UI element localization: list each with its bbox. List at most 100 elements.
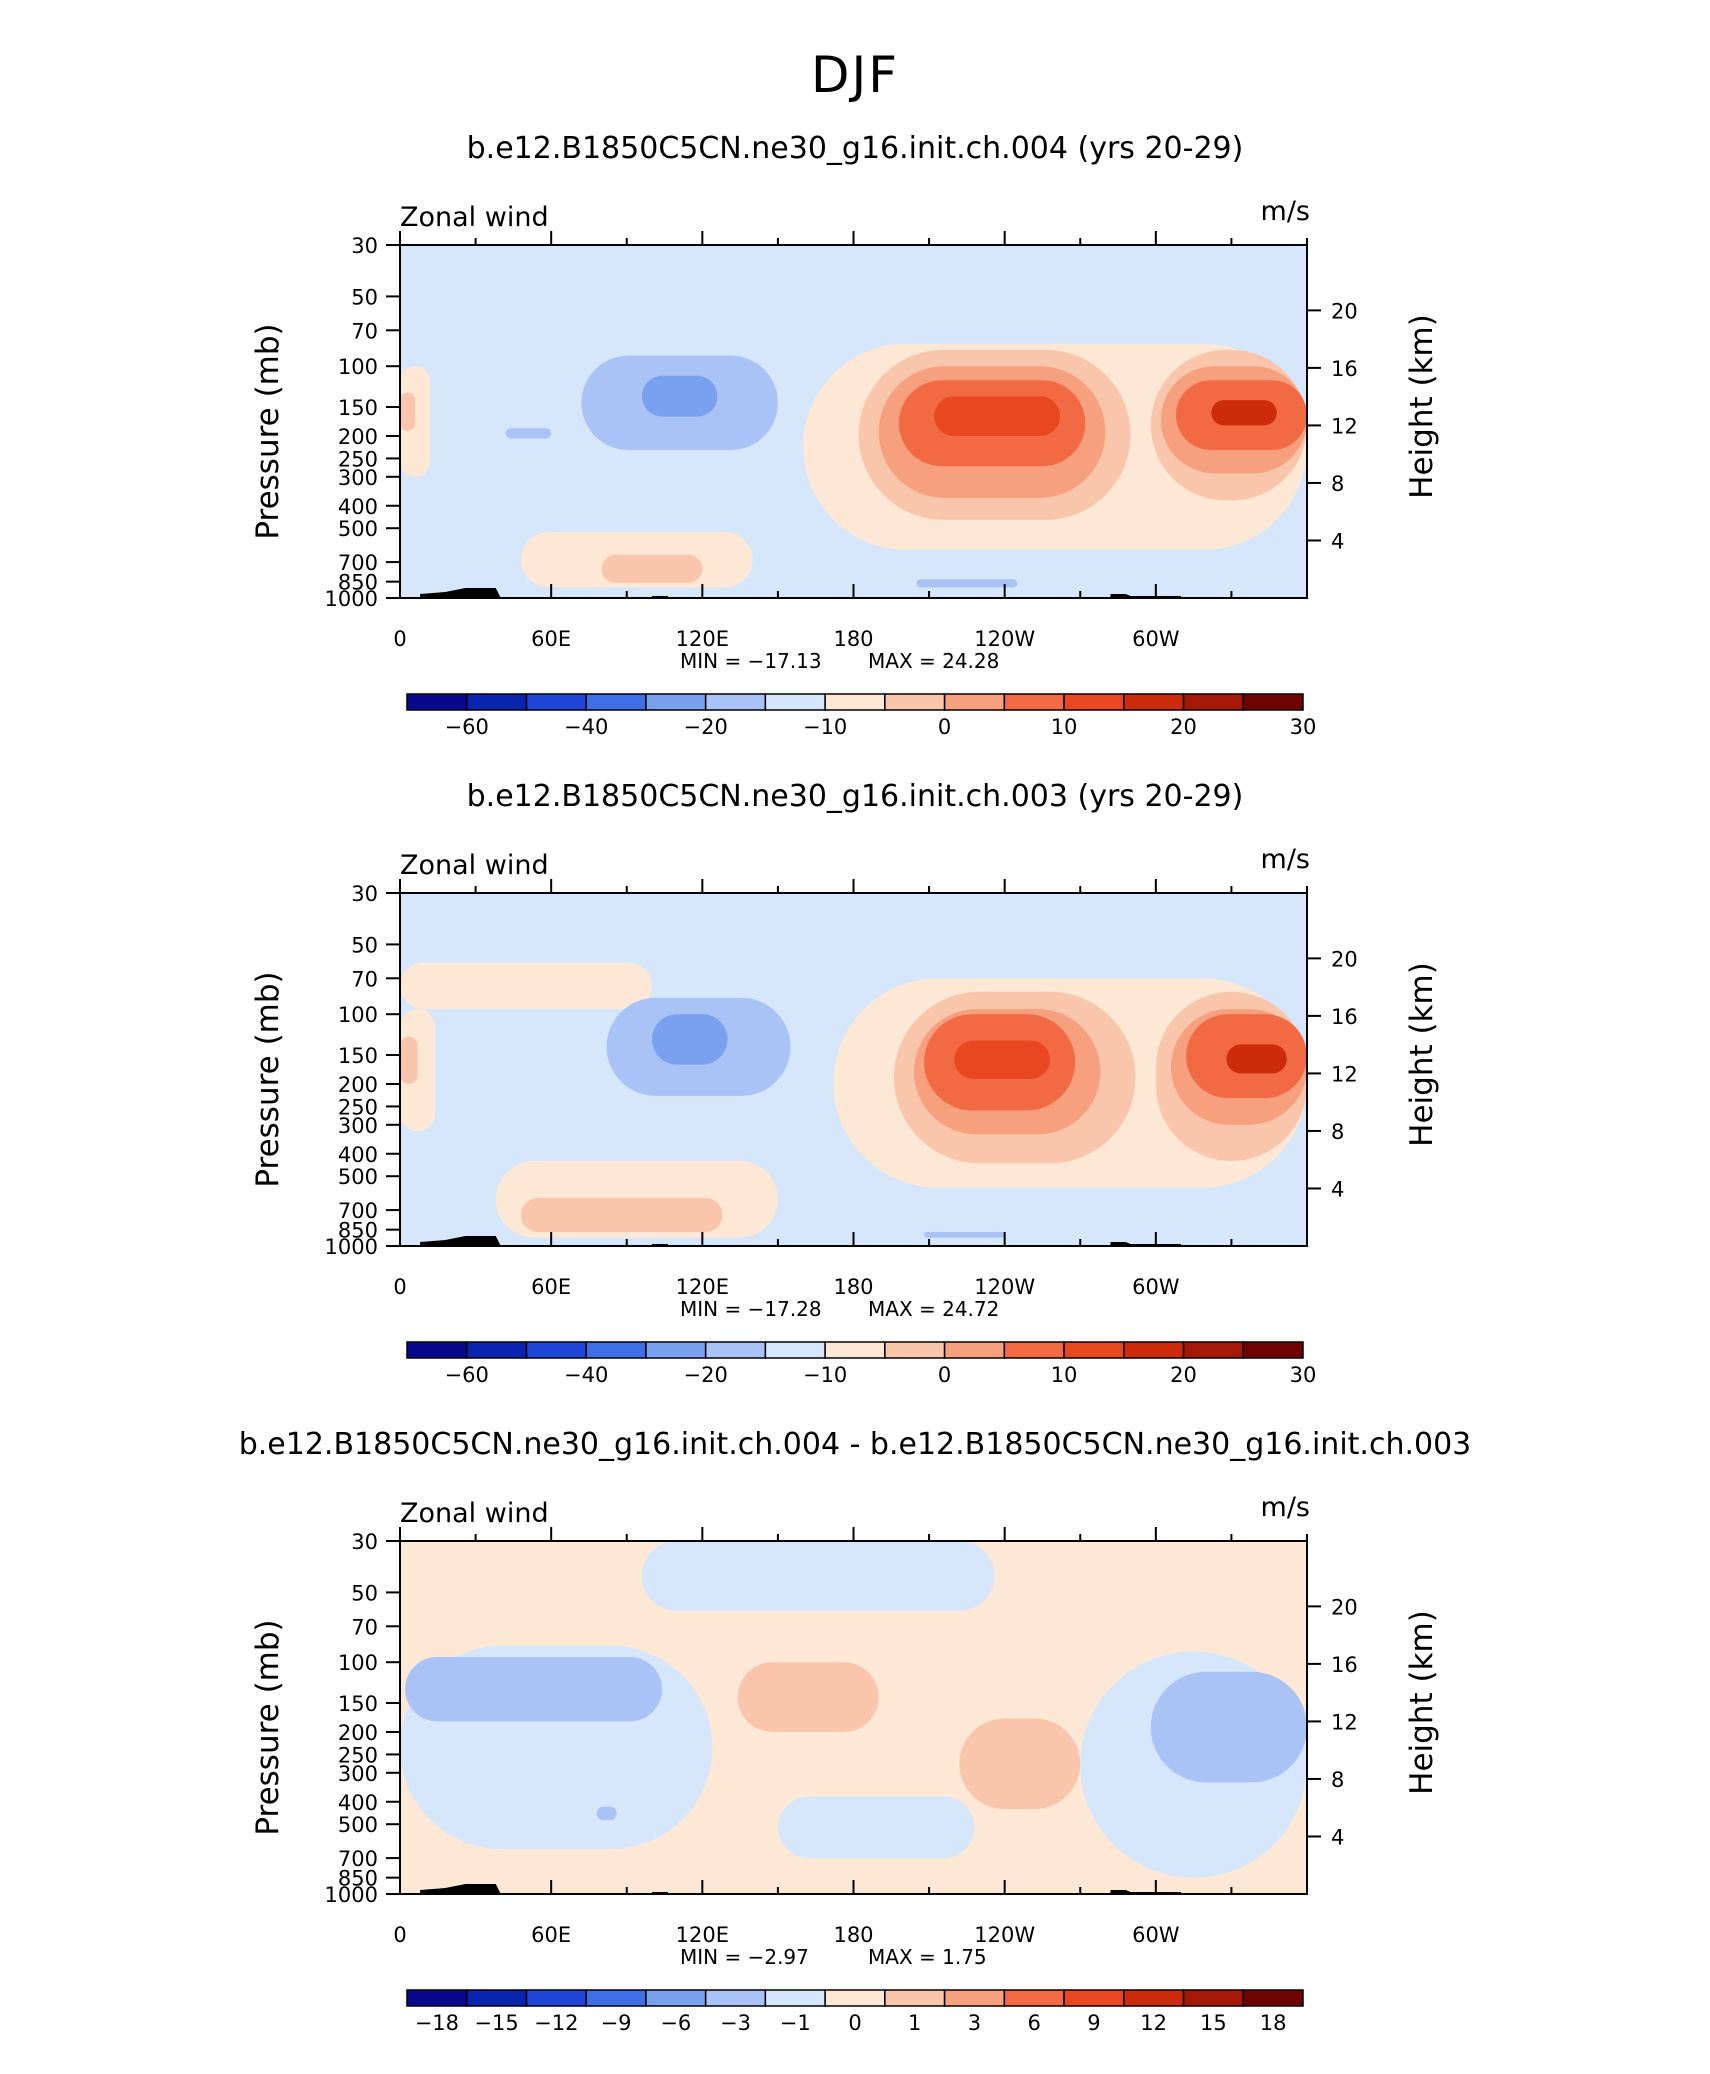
y-tick-label: 200 bbox=[338, 1073, 378, 1097]
colorbar-box bbox=[1063, 1989, 1125, 2007]
y-tick-label: 70 bbox=[351, 1615, 378, 1639]
colorbar-box bbox=[465, 693, 528, 711]
colorbar-box bbox=[764, 1341, 826, 1359]
y-tick-label: 200 bbox=[338, 1721, 378, 1745]
y-tick-label: 500 bbox=[338, 1165, 378, 1189]
colorbar-label: −1 bbox=[780, 2011, 811, 2035]
y2-axis-label: Height (km) bbox=[1404, 314, 1440, 499]
colorbar-box bbox=[1182, 693, 1245, 711]
colorbar-box bbox=[704, 1341, 767, 1359]
colorbar-box bbox=[824, 693, 886, 711]
contour-region bbox=[651, 1014, 728, 1065]
colorbar-box bbox=[943, 693, 1006, 711]
colorbar-label: 0 bbox=[938, 1363, 951, 1387]
x-tick-label: 0 bbox=[393, 627, 406, 651]
y-tick-label: 500 bbox=[338, 517, 378, 541]
colorbar-box bbox=[1003, 1989, 1065, 2007]
colorbar-box bbox=[943, 1341, 1006, 1359]
contour-region bbox=[601, 554, 703, 583]
max-label: MAX = 1.75 bbox=[868, 1945, 987, 1969]
colorbar-label: −6 bbox=[660, 2011, 691, 2035]
x-tick-label: 120W bbox=[974, 1923, 1035, 1947]
y-tick-label: 850 bbox=[338, 1867, 378, 1891]
colorbar-box bbox=[465, 1989, 528, 2007]
colorbar-box bbox=[1123, 1341, 1185, 1359]
y-tick-label: 400 bbox=[338, 1143, 378, 1167]
x-tick-label: 0 bbox=[393, 1275, 406, 1299]
contour-region bbox=[400, 962, 652, 1010]
min-label: MIN = −17.13 bbox=[680, 649, 822, 673]
contour-region bbox=[641, 1541, 995, 1611]
y2-tick-label: 4 bbox=[1331, 1177, 1344, 1201]
colorbar-label: 1 bbox=[908, 2011, 921, 2035]
contour-region bbox=[520, 1197, 723, 1232]
y-tick-label: 30 bbox=[351, 234, 378, 258]
variable-label: Zonal wind bbox=[400, 850, 549, 881]
y-tick-label: 300 bbox=[338, 1114, 378, 1138]
colorbar-label: 15 bbox=[1200, 2011, 1227, 2035]
colorbar-box bbox=[884, 693, 946, 711]
colorbar-box bbox=[525, 1989, 587, 2007]
x-tick-label: 120E bbox=[676, 1923, 729, 1947]
colorbar-box bbox=[645, 693, 707, 711]
y-tick-label: 70 bbox=[351, 319, 378, 343]
y-tick-label: 300 bbox=[338, 466, 378, 490]
topography bbox=[420, 1884, 501, 1894]
y2-tick-label: 16 bbox=[1331, 357, 1358, 381]
y-tick-label: 50 bbox=[351, 285, 378, 309]
colorbar-label: −15 bbox=[474, 2011, 518, 2035]
colorbar-box bbox=[1123, 1989, 1185, 2007]
y-tick-label: 400 bbox=[338, 495, 378, 519]
colorbar-label: −10 bbox=[803, 1363, 847, 1387]
y-tick-label: 100 bbox=[338, 1651, 378, 1675]
y-tick-label: 150 bbox=[338, 396, 378, 420]
colorbar-box bbox=[1003, 1341, 1065, 1359]
colorbar-label: 9 bbox=[1087, 2011, 1100, 2035]
contour-region bbox=[924, 1231, 1005, 1238]
contour-field bbox=[400, 893, 1307, 1246]
colorbar-label: 30 bbox=[1290, 1363, 1317, 1387]
colorbar-label: 20 bbox=[1170, 715, 1197, 739]
y-tick-label: 200 bbox=[338, 425, 378, 449]
contour-region bbox=[400, 392, 416, 431]
y-tick-label: 100 bbox=[338, 355, 378, 379]
colorbar-box bbox=[1242, 693, 1304, 711]
y2-tick-label: 20 bbox=[1331, 947, 1358, 971]
contour-region bbox=[405, 1657, 663, 1722]
y-tick-label: 500 bbox=[338, 1813, 378, 1837]
colorbar-box bbox=[406, 1989, 468, 2007]
colorbar-box bbox=[824, 1989, 886, 2007]
colorbar-box bbox=[585, 1341, 647, 1359]
colorbar-label: −40 bbox=[564, 1363, 608, 1387]
contour-region bbox=[505, 428, 552, 439]
y2-axis-label: Height (km) bbox=[1404, 962, 1440, 1147]
colorbar-box bbox=[1242, 1341, 1304, 1359]
y-tick-label: 400 bbox=[338, 1791, 378, 1815]
y-axis-label: Pressure (mb) bbox=[250, 1619, 286, 1835]
colorbar-box bbox=[1063, 693, 1125, 711]
y-tick-label: 50 bbox=[351, 933, 378, 957]
y2-tick-label: 12 bbox=[1331, 1062, 1358, 1086]
x-tick-label: 60W bbox=[1132, 627, 1180, 651]
colorbar-box bbox=[764, 1989, 826, 2007]
colorbar-box bbox=[645, 1989, 707, 2007]
contour-region bbox=[641, 375, 718, 417]
colorbar-label: 18 bbox=[1260, 2011, 1287, 2035]
colorbar-box bbox=[1182, 1989, 1245, 2007]
contour-region bbox=[934, 396, 1061, 436]
variable-label: Zonal wind bbox=[400, 1498, 549, 1529]
colorbar-label: 0 bbox=[938, 715, 951, 739]
x-tick-label: 180 bbox=[833, 1275, 873, 1299]
y2-tick-label: 4 bbox=[1331, 529, 1344, 553]
y2-tick-label: 8 bbox=[1331, 472, 1344, 496]
colorbar-label: −60 bbox=[445, 1363, 489, 1387]
colorbar-box bbox=[884, 1341, 946, 1359]
units-label: m/s bbox=[1261, 1492, 1310, 1523]
colorbar-label: −3 bbox=[720, 2011, 751, 2035]
colorbar-label: −12 bbox=[534, 2011, 578, 2035]
y-tick-label: 250 bbox=[338, 1095, 378, 1119]
colorbar-box bbox=[585, 693, 647, 711]
colorbar-box bbox=[824, 1341, 886, 1359]
contour-region bbox=[916, 579, 1018, 588]
colorbar-label: 0 bbox=[848, 2011, 861, 2035]
